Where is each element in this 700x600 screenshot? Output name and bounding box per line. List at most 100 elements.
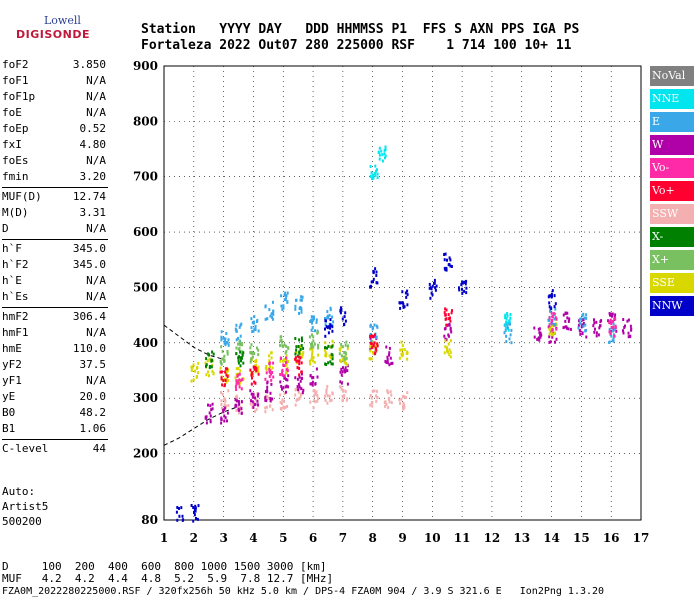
echo-point-w: [564, 319, 567, 323]
echo-point-vo-: [220, 370, 223, 374]
echo-point-e: [254, 328, 257, 332]
echo-point-x-: [207, 353, 210, 357]
echo-point-e: [264, 304, 267, 308]
legend-item-noval: NoVal: [650, 66, 694, 86]
echo-point-vo-: [219, 370, 222, 374]
echo-point-ssw: [282, 405, 285, 409]
echo-point-nnw: [461, 291, 464, 295]
echo-point-nnw: [192, 506, 195, 509]
echo-point-sse: [265, 367, 268, 371]
echo-point-w: [610, 312, 613, 316]
x-tick-label: 2: [190, 531, 198, 545]
echo-point-nnw: [372, 269, 375, 273]
echo-point-e: [238, 325, 241, 329]
echo-point-ssw: [405, 396, 408, 399]
echo-point-w: [205, 421, 208, 425]
echo-point-x-: [330, 345, 333, 349]
echo-point-nnw: [548, 301, 551, 305]
echo-point-e: [300, 298, 303, 302]
parameter-value: N/A: [86, 274, 106, 287]
echo-point-w: [594, 327, 596, 331]
echo-point-w: [280, 384, 283, 388]
echo-point-nne: [376, 176, 379, 180]
legend: NoVal NNE E W Vo- Vo+ SSW X- X+ SSE NNW: [650, 66, 694, 319]
parameter-value: 110.0: [72, 342, 106, 355]
echo-point-ssw: [331, 391, 334, 395]
echo-point-w: [581, 323, 584, 327]
echo-point-ssw: [297, 390, 300, 394]
echo-point-sse: [548, 327, 551, 331]
parameter-name: fxI: [2, 138, 22, 151]
echo-point-vo-: [279, 356, 282, 360]
legend-item-w: W: [650, 135, 694, 155]
echo-point-x-: [226, 352, 229, 356]
echo-point-w: [622, 318, 625, 321]
echo-point-ssw: [298, 387, 301, 391]
echo-point-e: [315, 318, 318, 322]
echo-point-nnw: [553, 294, 556, 298]
echo-point-e: [369, 323, 372, 327]
echo-point-e: [612, 339, 615, 343]
echo-point-e: [266, 317, 269, 321]
echo-point-vo-: [235, 382, 238, 386]
echo-point-e: [503, 331, 506, 335]
echo-point-w: [391, 361, 394, 365]
echo-point-ssw: [295, 387, 297, 391]
echo-point-vo-: [376, 344, 379, 348]
echo-point-e: [328, 313, 331, 317]
header-line-2: Fortaleza 2022 Out07 280 225000 RSF 1 71…: [141, 38, 572, 53]
echo-point-x-: [295, 345, 298, 349]
parameter-row: foEs N/A: [2, 154, 108, 170]
echo-point-ssw: [385, 403, 388, 406]
echo-point-vo-: [265, 371, 268, 375]
echo-point-e: [505, 340, 508, 344]
echo-point-ssw: [326, 385, 329, 388]
parameter-value: 37.5: [79, 358, 107, 371]
echo-point-w: [287, 374, 290, 378]
echo-point-vo-: [369, 335, 372, 338]
echo-point-nnw: [194, 506, 197, 510]
echo-point-w: [220, 421, 223, 425]
echo-point-sse: [448, 353, 451, 357]
echo-point-vo-: [281, 372, 284, 376]
echo-point-sse: [369, 357, 372, 361]
echo-point-vo-: [373, 333, 376, 337]
echo-point-e: [585, 313, 588, 317]
echo-point-e: [271, 317, 274, 321]
echo-point-x-: [287, 346, 289, 350]
x-tick-label: 13: [513, 531, 530, 545]
echo-point-vo-: [252, 365, 255, 369]
echo-point-e: [254, 324, 257, 328]
echo-point-nne: [384, 156, 386, 160]
echo-point-x-: [330, 362, 333, 366]
parameter-value: 345.0: [72, 258, 106, 271]
echo-point-vo-: [298, 362, 301, 366]
echo-point-w: [226, 411, 229, 415]
echo-point-x-: [311, 344, 314, 347]
parameter-row: foE N/A: [2, 106, 108, 122]
echo-point-nnw: [434, 286, 437, 290]
echo-point-sse: [234, 376, 237, 380]
echo-point-e: [272, 309, 275, 313]
model-curve-e: [163, 406, 239, 446]
echo-point-e: [310, 328, 313, 332]
echo-point-ssw: [402, 405, 405, 409]
echo-point-vo-: [224, 367, 227, 371]
echo-point-vo-: [238, 385, 241, 389]
echo-point-sse: [548, 332, 551, 336]
echo-point-vo-: [443, 311, 446, 315]
parameter-separator: [2, 307, 108, 308]
echo-point-vo-: [373, 351, 376, 355]
echo-point-sse: [344, 354, 347, 358]
echo-point-e: [253, 327, 256, 331]
parameter-row: yE 20.0: [2, 390, 108, 406]
echo-point-w: [389, 356, 392, 360]
echo-point-nnw: [181, 514, 184, 518]
echo-point-e: [510, 341, 513, 345]
echo-point-sse: [207, 370, 209, 374]
echo-point-sse: [311, 351, 314, 355]
echo-point-nne: [504, 326, 507, 330]
echo-point-w: [566, 316, 569, 320]
echo-point-nnw: [548, 305, 551, 309]
echo-point-e: [235, 329, 238, 333]
